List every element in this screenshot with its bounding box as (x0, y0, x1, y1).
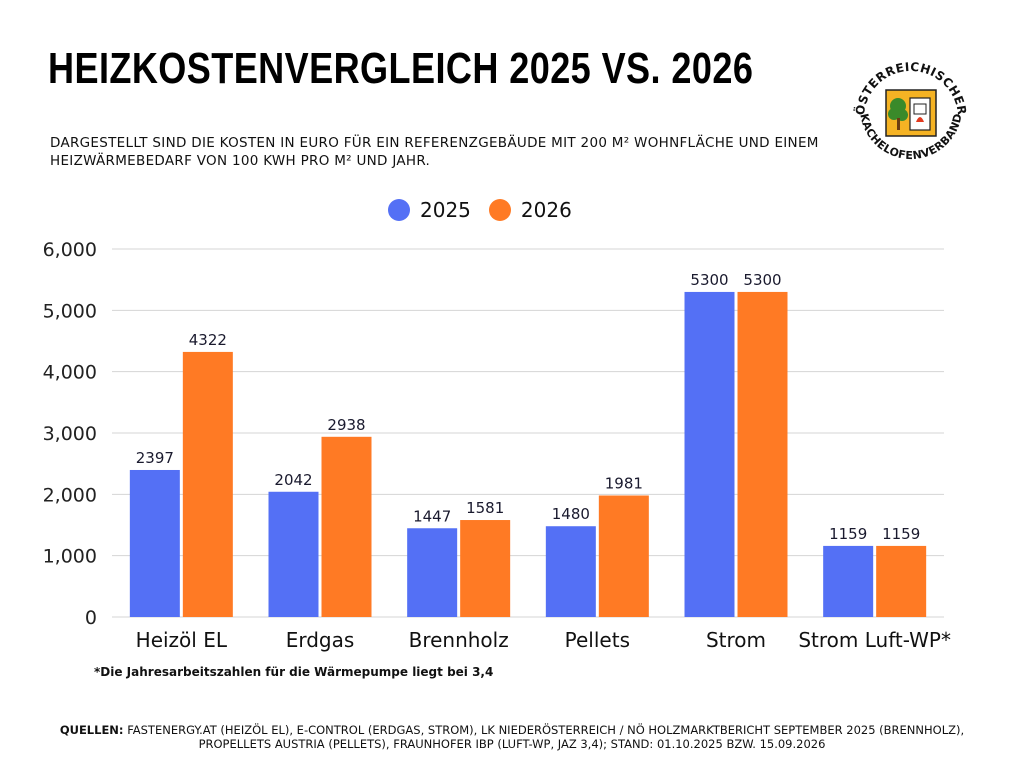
bar-2025-4 (684, 291, 735, 617)
legend-label-2025: 2025 (420, 198, 471, 222)
y-tick-label: 2,000 (43, 484, 97, 506)
legend-item-2026: 2026 (488, 198, 572, 222)
data-label: 4322 (189, 331, 227, 349)
y-tick-label: 4,000 (43, 362, 97, 384)
data-label: 1581 (466, 499, 504, 517)
chart-legend: 2025 2026 (388, 197, 572, 223)
kachelofenverband-logo: ÖSTERREICHISCHER KACHELOFENVERBAND (852, 60, 969, 162)
x-tick-label: Heizöl EL (136, 628, 228, 652)
bar-2026-0 (182, 351, 233, 617)
page-subtitle: Dargestellt sind die Kosten in Euro für … (50, 135, 819, 169)
data-label: 1447 (413, 507, 451, 525)
data-label: 2042 (274, 471, 312, 489)
bar-2025-2 (407, 528, 458, 617)
bar-2026-4 (737, 291, 788, 617)
data-label: 2938 (327, 416, 365, 434)
y-tick-label: 5,000 (43, 300, 97, 322)
data-label: 1981 (605, 474, 643, 492)
sources-text: FASTENERGY.AT (HEIZÖL EL), E-CONTROL (ER… (127, 723, 965, 751)
data-label: 5300 (690, 271, 728, 289)
data-label: 1159 (829, 525, 867, 543)
bar-2026-1 (321, 436, 372, 617)
data-label: 5300 (743, 271, 781, 289)
data-label: 1159 (882, 525, 920, 543)
x-tick-label: Strom Luft-WP* (798, 628, 951, 652)
x-tick-label: Erdgas (286, 628, 355, 652)
y-tick-label: 6,000 (43, 239, 97, 261)
legend-swatch-2026 (488, 199, 511, 221)
x-tick-label: Pellets (565, 628, 630, 652)
x-tick-label: Strom (706, 628, 766, 652)
footnote: *Die Jahresarbeitszahlen für die Wärmepu… (94, 665, 494, 679)
bar-2026-2 (460, 520, 511, 617)
data-label: 2397 (136, 449, 174, 467)
legend-swatch-2025 (388, 199, 410, 221)
y-tick-label: 1,000 (43, 546, 97, 568)
sources-label: QUELLEN: (59, 723, 124, 737)
y-tick-label: 3,000 (43, 423, 97, 445)
y-tick-label: 0 (85, 607, 97, 629)
bar-2026-5 (876, 545, 927, 617)
data-label: 1480 (552, 505, 590, 523)
x-tick-label: Brennholz (409, 628, 509, 652)
sources: QUELLEN: FASTENERGY.AT (HEIZÖL EL), E-CO… (24, 723, 1000, 751)
bar-2025-1 (268, 491, 319, 617)
legend-item-2025: 2025 (388, 198, 471, 222)
bar-2026-3 (598, 495, 649, 617)
legend-label-2026: 2026 (520, 198, 572, 222)
bar-2025-5 (823, 545, 874, 617)
bar-2025-0 (129, 469, 180, 617)
page-title: HEIZKOSTENVERGLEICH 2025 VS. 2026 (48, 44, 754, 93)
bar-2025-3 (545, 526, 596, 617)
